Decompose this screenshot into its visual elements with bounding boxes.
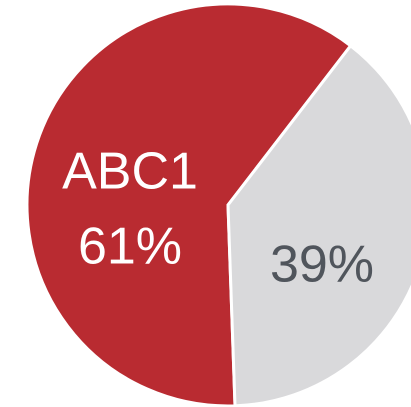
slice-name: ABC1 bbox=[62, 143, 198, 201]
slice-value-label: 39% bbox=[270, 236, 374, 294]
pie-slice bbox=[226, 43, 411, 407]
slice-value-label: 61% bbox=[78, 218, 182, 276]
pie-slice bbox=[25, 2, 353, 407]
